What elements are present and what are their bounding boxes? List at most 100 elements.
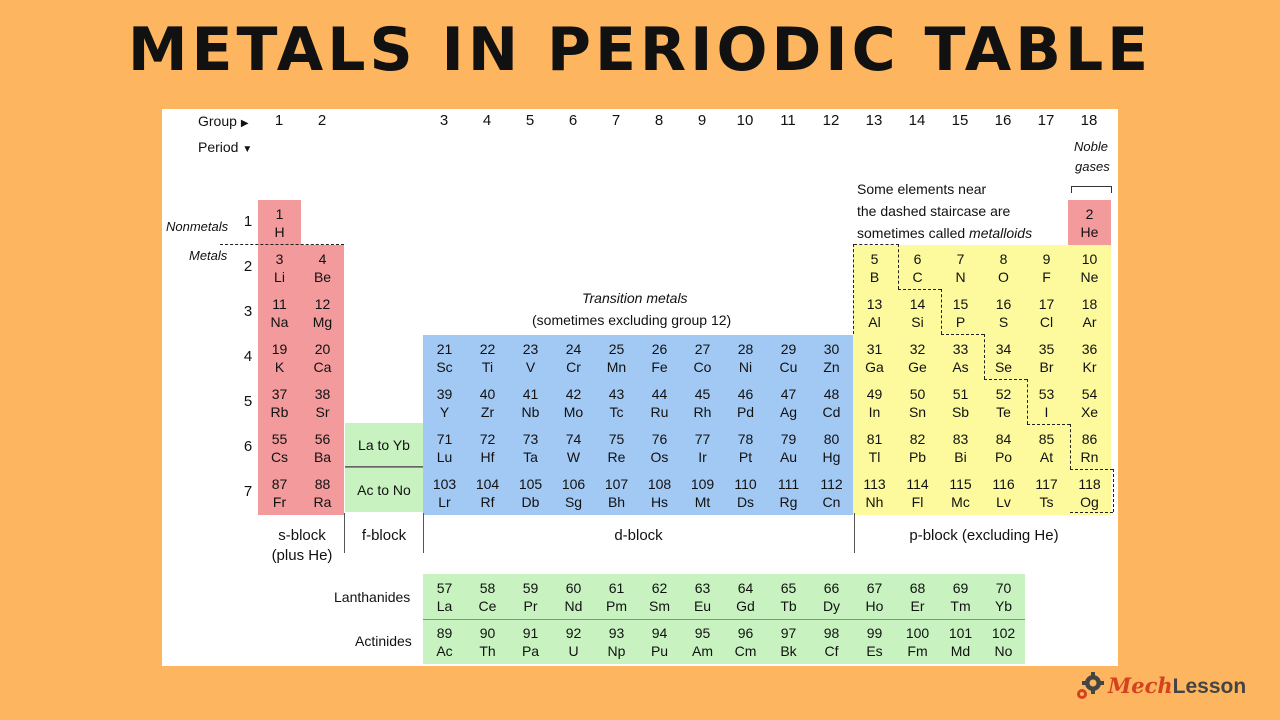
atomic-number: 77 — [694, 430, 711, 447]
atomic-number: 81 — [866, 430, 883, 447]
actinide-cell-am: 95 Am — [681, 619, 724, 664]
lanthanides-row-label: Lanthanides — [334, 589, 411, 605]
element-symbol: K — [274, 358, 285, 375]
atomic-number: 66 — [823, 579, 840, 596]
element-cell-hf: 72 Hf — [466, 425, 509, 470]
atomic-number: 100 — [905, 624, 930, 641]
mechlesson-logo: MechLesson — [1074, 668, 1264, 704]
element-cell-mt: 109 Mt — [681, 470, 724, 515]
element-symbol: Sc — [436, 358, 453, 375]
element-cell-s: 16 S — [982, 290, 1025, 335]
atomic-number: 94 — [651, 624, 668, 641]
group-axis-label: Group ▶ — [198, 113, 249, 129]
metalloid-note-line3: sometimes called metalloids — [857, 225, 1032, 241]
element-cell-os: 76 Os — [638, 425, 681, 470]
metalloid-note-line2: the dashed staircase are — [857, 203, 1011, 219]
element-symbol: Tb — [780, 597, 797, 614]
element-symbol: Cn — [822, 493, 841, 510]
element-cell-sb: 51 Sb — [939, 380, 982, 425]
lanthanide-cell-tm: 69 Tm — [939, 574, 982, 619]
element-symbol: Pm — [606, 597, 627, 614]
logo-text: MechLesson — [1108, 673, 1246, 699]
element-cell-mg: 12 Mg — [301, 290, 344, 335]
element-symbol: Kr — [1082, 358, 1097, 375]
lanthanide-cell-pr: 59 Pr — [509, 574, 552, 619]
element-cell-hs: 108 Hs — [638, 470, 681, 515]
atomic-number: 40 — [479, 385, 496, 402]
atomic-number: 104 — [475, 475, 500, 492]
atomic-number: 11 — [272, 295, 287, 312]
atomic-number: 26 — [651, 340, 668, 357]
periodic-table-panel: Group ▶ Period ▼ 1 2 3 4 5 6 7 8 9 10 11 12 13 14 15 16… — [162, 109, 1118, 666]
element-cell-rg: 111 Rg — [767, 470, 810, 515]
atomic-number: 25 — [608, 340, 625, 357]
lanthanide-actinide-separator — [423, 619, 1025, 620]
atomic-number: 15 — [952, 295, 969, 312]
element-symbol: Gd — [736, 597, 755, 614]
element-cell-rf: 104 Rf — [466, 470, 509, 515]
noble-gases-bracket — [1071, 186, 1112, 193]
group-header-7: 7 — [611, 112, 621, 129]
element-symbol: He — [1080, 223, 1099, 240]
element-cell-co: 27 Co — [681, 335, 724, 380]
element-cell-y: 39 Y — [423, 380, 466, 425]
element-symbol: Fr — [272, 493, 287, 510]
element-cell-pt: 78 Pt — [724, 425, 767, 470]
s-block-label-line2: (plus He) — [271, 547, 333, 564]
element-cell-k: 19 K — [258, 335, 301, 380]
atomic-number: 89 — [436, 624, 453, 641]
element-symbol: In — [868, 403, 881, 420]
nonmetals-label: Nonmetals — [166, 219, 229, 234]
element-symbol: Md — [950, 642, 971, 659]
element-cell-at: 85 At — [1025, 425, 1068, 470]
atomic-number: 78 — [737, 430, 754, 447]
element-cell-ru: 44 Ru — [638, 380, 681, 425]
metalloid-note-line1: Some elements near — [857, 181, 987, 197]
element-cell-pb: 82 Pb — [896, 425, 939, 470]
element-symbol: N — [955, 268, 966, 285]
atomic-number: 83 — [952, 430, 969, 447]
actinide-cell-fm: 100 Fm — [896, 619, 939, 664]
lanthanide-cell-ho: 67 Ho — [853, 574, 896, 619]
element-symbol: Lv — [996, 493, 1011, 510]
logo-text-lesson: Lesson — [1172, 675, 1247, 698]
element-symbol: Zn — [823, 358, 840, 375]
element-symbol: Mt — [694, 493, 711, 510]
atomic-number: 92 — [565, 624, 582, 641]
atomic-number: 90 — [479, 624, 496, 641]
element-symbol: Ag — [779, 403, 798, 420]
lanthanide-cell-pm: 61 Pm — [595, 574, 638, 619]
atomic-number: 7 — [956, 250, 965, 267]
atomic-number: 61 — [608, 579, 625, 596]
element-symbol: Ga — [865, 358, 884, 375]
element-symbol: Ne — [1080, 268, 1099, 285]
element-cell-cs: 55 Cs — [258, 425, 301, 470]
atomic-number: 56 — [314, 430, 331, 447]
element-cell-ta: 73 Ta — [509, 425, 552, 470]
element-symbol: P — [955, 313, 966, 330]
atomic-number: 9 — [1042, 250, 1051, 267]
lanthanide-cell-eu: 63 Eu — [681, 574, 724, 619]
actinide-cell-no: 102 No — [982, 619, 1025, 664]
element-symbol: Pr — [523, 597, 538, 614]
lanthanide-cell-nd: 60 Nd — [552, 574, 595, 619]
element-symbol: C — [912, 268, 923, 285]
period-header-5: 5 — [243, 393, 253, 410]
element-cell-sg: 106 Sg — [552, 470, 595, 515]
element-symbol: Sm — [649, 597, 670, 614]
page-title: METALS IN PERIODIC TABLE — [127, 15, 1153, 85]
element-symbol: Li — [274, 268, 285, 285]
element-cell-ca: 20 Ca — [301, 335, 344, 380]
atomic-number: 74 — [565, 430, 582, 447]
element-symbol: At — [1039, 448, 1054, 465]
atomic-number: 50 — [909, 385, 926, 402]
metals-label: Metals — [189, 248, 228, 263]
atomic-number: 45 — [694, 385, 711, 402]
element-symbol: Mn — [606, 358, 627, 375]
element-cell-ti: 22 Ti — [466, 335, 509, 380]
atomic-number: 3 — [275, 250, 284, 267]
metalloid-note-emphasis: metalloids — [969, 225, 1033, 241]
noble-gases-label-line2: gases — [1075, 159, 1110, 174]
atomic-number: 36 — [1081, 340, 1098, 357]
